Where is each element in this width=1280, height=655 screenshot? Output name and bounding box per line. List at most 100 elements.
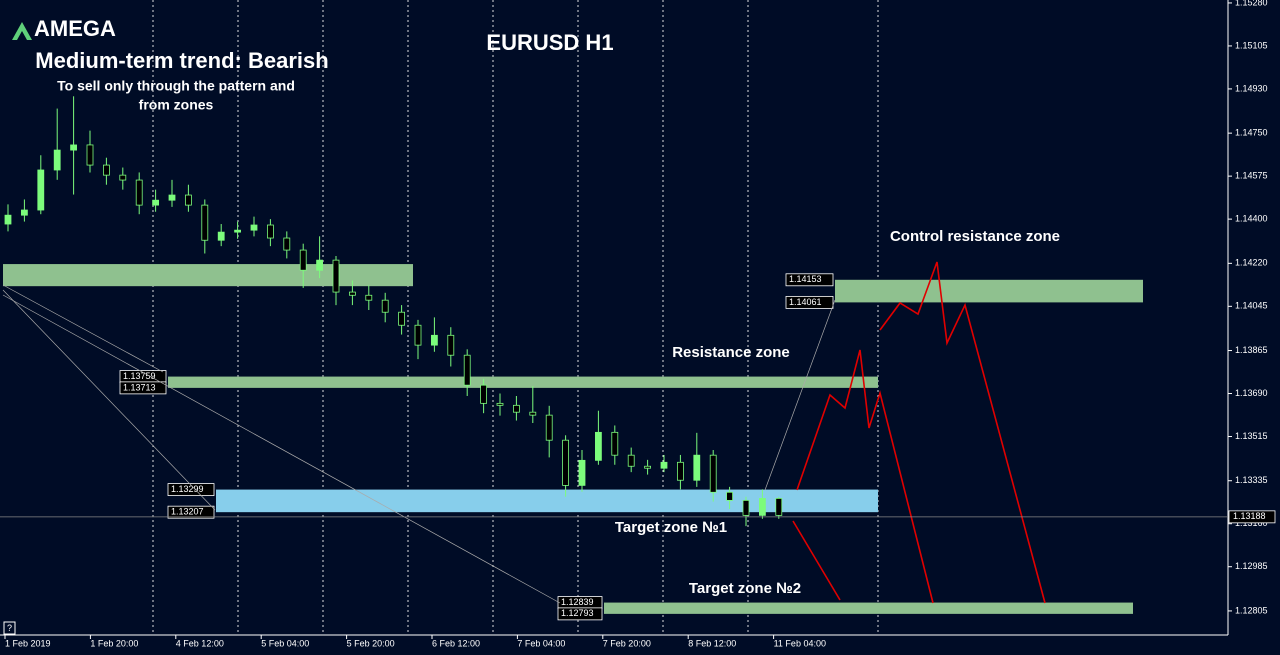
y-tick-label: 1.14750 bbox=[1235, 128, 1268, 138]
logo-icon bbox=[12, 22, 32, 40]
x-tick-label: 7 Feb 20:00 bbox=[603, 638, 651, 648]
candle-body bbox=[365, 294, 373, 301]
candle-body bbox=[677, 461, 684, 481]
candle-body bbox=[513, 404, 520, 413]
candle-body bbox=[168, 194, 176, 201]
x-tick-label: 7 Feb 04:00 bbox=[517, 638, 565, 648]
x-tick-label: 8 Feb 12:00 bbox=[688, 638, 736, 648]
price-label: 1.13207 bbox=[171, 507, 204, 517]
candle-body bbox=[381, 299, 389, 313]
y-tick-label: 1.13690 bbox=[1235, 388, 1268, 398]
brand: AMEGA bbox=[34, 16, 116, 41]
candle-body bbox=[726, 491, 733, 501]
y-tick-label: 1.14930 bbox=[1235, 83, 1268, 93]
y-tick-label: 1.12985 bbox=[1235, 561, 1268, 571]
candle-body bbox=[480, 384, 488, 404]
y-tick-label: 1.12805 bbox=[1235, 605, 1268, 615]
candles bbox=[4, 96, 783, 527]
candle-body bbox=[152, 199, 160, 206]
period-separators bbox=[152, 0, 879, 635]
candle-body bbox=[217, 231, 225, 241]
annotation: Target zone №2 bbox=[689, 580, 801, 597]
x-tick-label: 1 Feb 2019 bbox=[5, 638, 51, 648]
annotation: Control resistance zone bbox=[890, 228, 1060, 245]
x-tick-label: 6 Feb 12:00 bbox=[432, 638, 480, 648]
price-label: 1.12839 bbox=[561, 597, 594, 607]
candle-body bbox=[529, 411, 537, 416]
candle-body bbox=[4, 214, 12, 225]
y-tick-label: 1.13515 bbox=[1235, 431, 1268, 441]
candle-body bbox=[86, 144, 94, 166]
x-tick-label: 4 Feb 12:00 bbox=[176, 638, 224, 648]
heading: Medium-term trend: Bearish bbox=[35, 48, 328, 73]
candle-body bbox=[20, 209, 28, 216]
candle-body bbox=[266, 224, 274, 239]
price-label: 1.12793 bbox=[561, 608, 594, 618]
price-label: 1.14153 bbox=[789, 274, 822, 284]
current-price-box bbox=[1228, 510, 1276, 524]
y-tick-label: 1.13335 bbox=[1235, 475, 1268, 485]
zone bbox=[168, 376, 878, 388]
candle-body bbox=[332, 259, 340, 293]
y-tick-label: 1.14045 bbox=[1235, 301, 1268, 311]
candle-body bbox=[414, 324, 422, 346]
candle-body bbox=[759, 498, 766, 516]
current-price-label: 1.13188 bbox=[1233, 511, 1266, 521]
zone bbox=[835, 279, 1143, 303]
y-tick-label: 1.15280 bbox=[1235, 0, 1268, 7]
price-label-box bbox=[119, 381, 167, 395]
chart-title: EURUSD H1 bbox=[486, 30, 613, 55]
price-label: 1.14061 bbox=[789, 297, 822, 307]
annotation: Resistance zone bbox=[672, 344, 790, 361]
x-axis: 1 Feb 2019 1 Feb 20:00 4 Feb 12:00 5 Feb 04… bbox=[4, 635, 826, 648]
candle-body bbox=[627, 454, 635, 467]
candle-body bbox=[316, 259, 324, 271]
candle-body bbox=[201, 204, 209, 241]
price-label: 1.13759 bbox=[123, 371, 156, 381]
candle-body bbox=[611, 431, 619, 456]
price-label-box bbox=[785, 273, 834, 287]
zone bbox=[216, 489, 878, 513]
candle-body bbox=[234, 229, 242, 233]
price-label-box bbox=[557, 607, 603, 621]
projection-lines bbox=[792, 261, 1046, 604]
candle-body bbox=[644, 465, 651, 469]
zone bbox=[3, 264, 413, 287]
x-tick-label: 1 Feb 20:00 bbox=[90, 638, 138, 648]
price-label: 1.13713 bbox=[123, 382, 156, 392]
annotation: Target zone №1 bbox=[615, 519, 727, 536]
candle-body bbox=[70, 144, 77, 151]
price-label-box bbox=[167, 505, 215, 519]
candle-body bbox=[775, 498, 783, 516]
help-button[interactable] bbox=[3, 621, 16, 635]
trend-lines bbox=[2, 284, 836, 604]
subtitle: from zones bbox=[139, 97, 214, 113]
candle-body bbox=[283, 237, 291, 251]
candle-body bbox=[742, 499, 750, 516]
candle-body bbox=[53, 149, 61, 171]
x-tick-label: 5 Feb 20:00 bbox=[347, 638, 395, 648]
candle-body bbox=[398, 311, 406, 326]
candle-body bbox=[562, 439, 569, 486]
candle-body bbox=[348, 291, 356, 296]
candle-body bbox=[119, 174, 127, 181]
x-tick-label: 11 Feb 04:00 bbox=[774, 638, 826, 648]
y-tick-label: 1.14220 bbox=[1235, 258, 1268, 268]
y-tick-label: 1.13865 bbox=[1235, 345, 1268, 355]
zone bbox=[604, 602, 1133, 614]
candle-body bbox=[660, 461, 668, 469]
candle-body bbox=[447, 334, 455, 356]
candle-body bbox=[135, 179, 143, 206]
x-tick-label: 5 Feb 04:00 bbox=[261, 638, 309, 648]
subtitle: To sell only through the pattern and bbox=[57, 78, 295, 94]
help-label[interactable]: ? bbox=[7, 623, 12, 633]
candle-body bbox=[103, 164, 110, 176]
candle-body bbox=[595, 431, 602, 461]
candle-body bbox=[709, 454, 717, 493]
candle-body bbox=[37, 169, 45, 211]
candle-body bbox=[299, 249, 307, 271]
candle-body bbox=[545, 414, 553, 441]
price-label-box bbox=[167, 483, 215, 496]
